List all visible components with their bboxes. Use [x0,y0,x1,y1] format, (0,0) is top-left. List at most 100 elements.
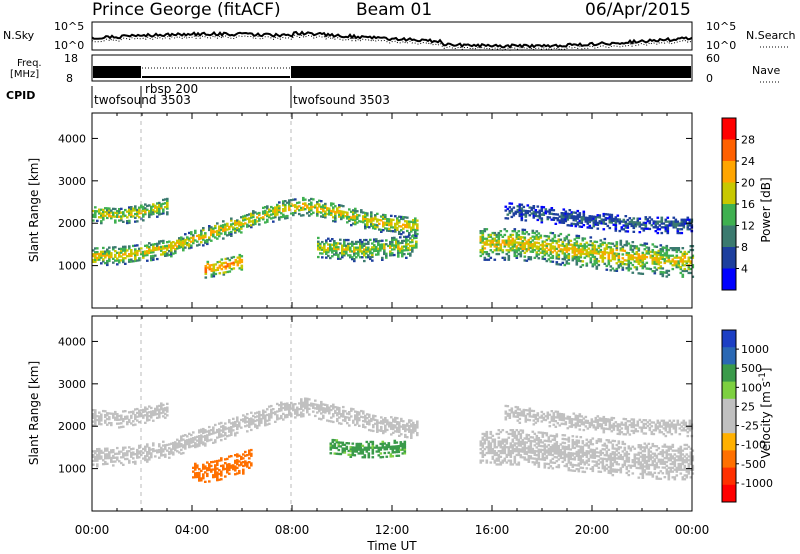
range-gate-cell [651,473,655,476]
range-gate-cell [234,223,237,227]
range-gate-cell [527,434,531,437]
range-gate-cell [509,249,513,252]
range-gate-cell [356,213,359,217]
range-gate-cell [567,457,571,460]
range-gate-cell [625,242,629,245]
range-gate-cell [98,212,101,215]
range-gate-cell [395,242,398,245]
range-gate-cell [653,452,657,455]
range-gate-cell [331,438,335,442]
range-gate-cell [568,209,572,212]
range-gate-cell [266,213,269,216]
range-gate-cell [240,268,244,271]
range-gate-cell [300,411,303,414]
freq-bar-segment-1 [93,66,141,78]
range-gate-cell [354,418,357,421]
range-gate-cell [124,454,127,457]
range-gate-cell [158,450,161,454]
range-gate-cell [100,449,103,452]
range-gate-cell [405,237,408,240]
range-gate-cell [178,244,181,247]
range-gate-cell [102,250,105,253]
range-gate-cell [330,213,333,216]
range-gate-cell [523,247,527,251]
range-gate-cell [190,231,193,234]
range-gate-cell [202,435,205,438]
range-gate-cell [188,442,191,445]
range-gate-cell [250,417,253,420]
range-gate-cell [232,421,235,424]
range-gate-cell [645,444,649,447]
range-gate-cell [226,224,229,227]
range-gate-cell [415,242,418,245]
range-gate-cell [367,254,370,257]
range-gate-cell [495,459,499,462]
range-gate-cell [256,411,259,414]
range-gate-cell [595,261,599,265]
range-gate-cell [602,214,606,218]
range-gate-cell [619,241,623,244]
range-gate-cell [627,447,631,450]
range-gate-cell [504,205,508,208]
power-colorbar-label: Power [dB] [759,177,773,242]
range-gate-cell [329,448,333,451]
range-gate-cell [394,416,397,420]
range-gate-cell [192,437,195,440]
range-gate-cell [398,219,401,222]
range-gate-cell [641,265,645,268]
range-gate-cell [399,443,403,446]
range-gate-cell [164,444,167,447]
range-gate-cell [491,251,495,254]
range-gate-cell [613,258,617,261]
range-gate-cell [666,230,670,233]
range-gate-cell [335,249,338,253]
range-gate-cell [266,220,269,223]
range-gate-cell [670,224,674,227]
range-gate-cell [377,448,381,451]
colorbar-segment [722,118,736,140]
range-gate-cell [142,215,145,218]
range-gate-cell [606,213,610,216]
range-gate-cell [605,264,609,268]
range-gate-cell [509,450,513,453]
range-gate-cell [170,255,173,258]
range-gate-cell [513,459,517,462]
range-gate-cell [416,219,419,222]
range-gate-cell [507,446,511,449]
range-gate-cell [292,213,295,217]
cpid-segment-2: rbsp 200 [145,82,198,96]
range-gate-cell [308,199,311,202]
range-gate-cell [553,452,557,455]
range-gate-cell [192,470,195,473]
range-gate-cell [365,256,368,259]
range-gate-cell [481,231,485,235]
range-gate-cell [595,441,599,444]
range-gate-cell [352,408,355,411]
range-gate-cell [298,209,301,212]
range-gate-cell [536,211,540,214]
range-gate-cell [489,436,493,439]
range-gate-cell [501,446,505,449]
range-gate-cell [230,431,233,435]
range-gate-cell [553,456,557,459]
range-gate-cell [110,456,113,460]
range-gate-cell [110,209,113,212]
range-gate-cell [576,215,580,218]
range-gate-cell [284,416,287,419]
range-gate-cell [94,416,97,420]
range-gate-cell [357,254,360,257]
range-gate-cell [546,216,550,219]
range-gate-cell [643,253,647,257]
range-gate-cell [144,207,147,210]
range-gate-cell [537,463,541,466]
range-gate-cell [663,246,667,249]
range-gate-cell [116,210,119,213]
range-gate-cell [166,241,169,244]
range-gate-cell [642,229,646,232]
range-gate-cell [491,243,495,246]
range-gate-cell [208,433,211,436]
range-gate-cell [166,201,169,204]
range-gate-cell [508,206,512,209]
range-gate-cell [641,469,645,472]
range-gate-cell [176,245,179,248]
